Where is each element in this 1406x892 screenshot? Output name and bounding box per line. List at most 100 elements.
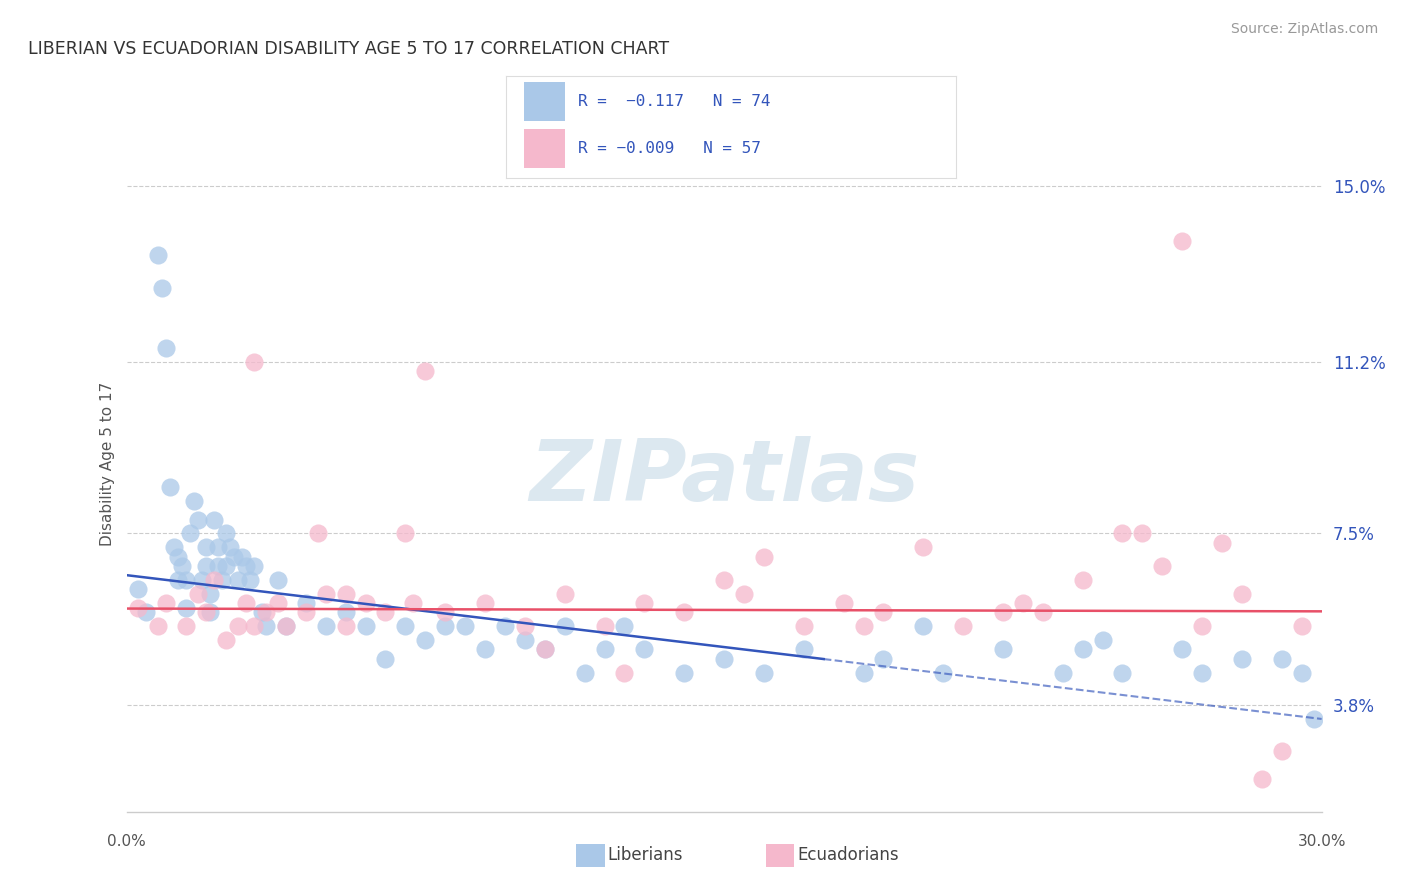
Point — [1152, 558, 1174, 573]
Point — [235, 596, 257, 610]
Point — [127, 582, 149, 596]
Point — [174, 573, 197, 587]
Point — [613, 665, 636, 680]
Point — [1230, 651, 1253, 665]
Point — [374, 605, 396, 619]
Point — [713, 651, 735, 665]
Point — [832, 596, 855, 610]
Point — [633, 642, 655, 657]
Point — [159, 480, 181, 494]
Point — [554, 619, 576, 633]
Point — [1230, 587, 1253, 601]
Point — [852, 619, 875, 633]
Point — [1032, 605, 1054, 619]
Point — [1052, 665, 1074, 680]
Point — [533, 642, 555, 657]
Text: Source: ZipAtlas.com: Source: ZipAtlas.com — [1230, 22, 1378, 37]
Point — [155, 341, 177, 355]
Point — [179, 526, 201, 541]
Point — [200, 605, 222, 619]
Point — [613, 619, 636, 633]
Point — [1171, 234, 1194, 248]
Point — [1130, 526, 1153, 541]
Point — [912, 619, 935, 633]
Point — [354, 619, 377, 633]
Point — [554, 587, 576, 601]
Point — [593, 642, 616, 657]
Text: 30.0%: 30.0% — [1298, 834, 1346, 849]
Point — [152, 280, 174, 294]
Point — [1211, 535, 1233, 549]
Point — [454, 619, 477, 633]
Point — [793, 642, 815, 657]
Text: R = −0.009   N = 57: R = −0.009 N = 57 — [578, 141, 761, 156]
Point — [513, 633, 536, 648]
Point — [1191, 665, 1213, 680]
Point — [494, 619, 516, 633]
Point — [200, 587, 222, 601]
Point — [215, 633, 238, 648]
Point — [254, 605, 277, 619]
Point — [413, 633, 436, 648]
Point — [250, 605, 273, 619]
Point — [315, 587, 337, 601]
Point — [1251, 772, 1274, 787]
Point — [533, 642, 555, 657]
Point — [474, 642, 496, 657]
Point — [1111, 526, 1133, 541]
Point — [187, 512, 209, 526]
Point — [1191, 619, 1213, 633]
Point — [222, 549, 246, 564]
Point — [219, 541, 242, 555]
Point — [733, 587, 755, 601]
Point — [932, 665, 955, 680]
Point — [912, 541, 935, 555]
Point — [135, 605, 157, 619]
Point — [174, 600, 197, 615]
Point — [148, 619, 170, 633]
Point — [215, 558, 238, 573]
Point — [752, 549, 775, 564]
Point — [1302, 712, 1324, 726]
Point — [872, 651, 894, 665]
Point — [1291, 619, 1313, 633]
Point — [673, 605, 696, 619]
Point — [991, 642, 1014, 657]
Point — [354, 596, 377, 610]
Point — [574, 665, 596, 680]
Point — [274, 619, 297, 633]
Point — [267, 573, 290, 587]
Point — [434, 619, 457, 633]
Point — [593, 619, 616, 633]
Point — [243, 619, 266, 633]
Point — [1111, 665, 1133, 680]
Point — [1171, 642, 1194, 657]
Point — [207, 558, 229, 573]
Point — [474, 596, 496, 610]
Point — [1091, 633, 1114, 648]
Point — [793, 619, 815, 633]
Point — [243, 558, 266, 573]
Point — [167, 573, 190, 587]
Point — [673, 665, 696, 680]
Bar — [524, 82, 565, 121]
Point — [402, 596, 425, 610]
Point — [148, 248, 170, 262]
Point — [226, 619, 249, 633]
Point — [1071, 642, 1094, 657]
Point — [1271, 744, 1294, 758]
Point — [413, 364, 436, 378]
Point — [195, 605, 218, 619]
Point — [394, 619, 416, 633]
Point — [852, 665, 875, 680]
Point — [952, 619, 974, 633]
Point — [207, 541, 229, 555]
Point — [202, 573, 225, 587]
Point — [294, 605, 316, 619]
Point — [172, 558, 194, 573]
Point — [294, 596, 316, 610]
Text: Liberians: Liberians — [607, 847, 683, 864]
Point — [243, 355, 266, 369]
Point — [1291, 665, 1313, 680]
Point — [335, 605, 357, 619]
